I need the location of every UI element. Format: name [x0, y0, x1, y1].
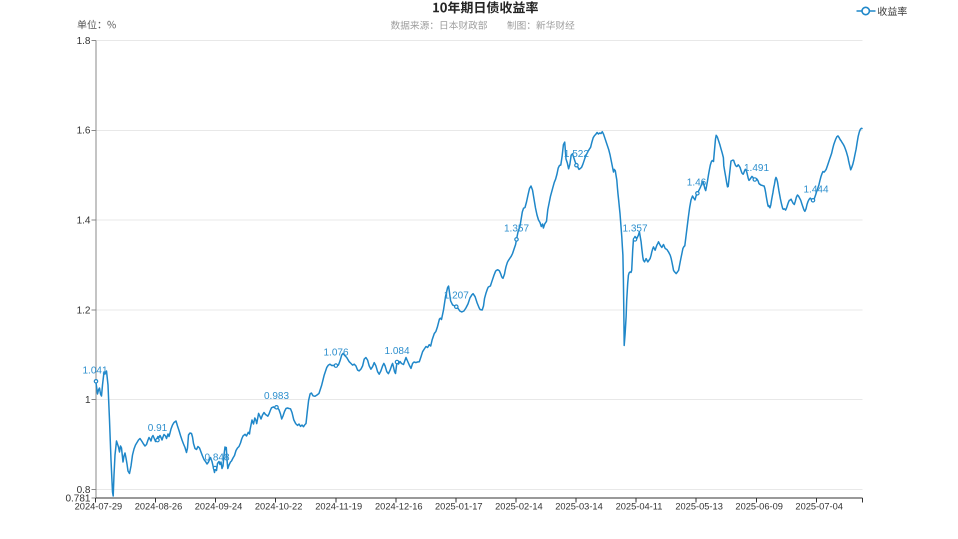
svg-text:2024-08-26: 2024-08-26	[135, 502, 183, 512]
svg-text:0.983: 0.983	[264, 391, 289, 402]
svg-text:1.8: 1.8	[77, 36, 91, 47]
svg-text:2024-10-22: 2024-10-22	[255, 502, 303, 512]
svg-text:1.491: 1.491	[744, 163, 769, 174]
svg-text:2025-04-11: 2025-04-11	[616, 502, 663, 512]
svg-text:1.46: 1.46	[687, 177, 707, 188]
svg-text:1.522: 1.522	[564, 149, 589, 160]
svg-text:0.781: 0.781	[65, 493, 90, 504]
svg-text:1.207: 1.207	[444, 291, 469, 302]
svg-text:1.084: 1.084	[384, 346, 409, 357]
svg-text:1.357: 1.357	[504, 223, 529, 234]
svg-text:0.91: 0.91	[148, 423, 168, 434]
svg-text:2024-07-29: 2024-07-29	[75, 502, 123, 512]
svg-text:2025-02-14: 2025-02-14	[495, 502, 543, 512]
svg-text:1: 1	[85, 395, 91, 406]
svg-text:2025-06-09: 2025-06-09	[735, 502, 783, 512]
svg-text:1.2: 1.2	[77, 305, 91, 316]
svg-text:2024-11-19: 2024-11-19	[315, 502, 362, 512]
svg-text:1.357: 1.357	[622, 223, 647, 234]
svg-text:0.8: 0.8	[77, 485, 91, 496]
svg-text:1.4: 1.4	[77, 216, 91, 227]
svg-text:2024-09-24: 2024-09-24	[195, 502, 243, 512]
svg-text:0.848: 0.848	[204, 452, 229, 463]
svg-text:1.041: 1.041	[82, 366, 107, 377]
svg-text:2025-01-17: 2025-01-17	[435, 502, 483, 512]
svg-text:2025-07-04: 2025-07-04	[795, 502, 843, 512]
svg-text:1.6: 1.6	[77, 126, 91, 137]
svg-text:2024-12-16: 2024-12-16	[375, 502, 423, 512]
svg-text:2025-05-13: 2025-05-13	[675, 502, 723, 512]
svg-text:1.076: 1.076	[323, 348, 348, 359]
svg-text:2025-03-14: 2025-03-14	[555, 502, 603, 512]
svg-text:1.444: 1.444	[803, 184, 828, 195]
